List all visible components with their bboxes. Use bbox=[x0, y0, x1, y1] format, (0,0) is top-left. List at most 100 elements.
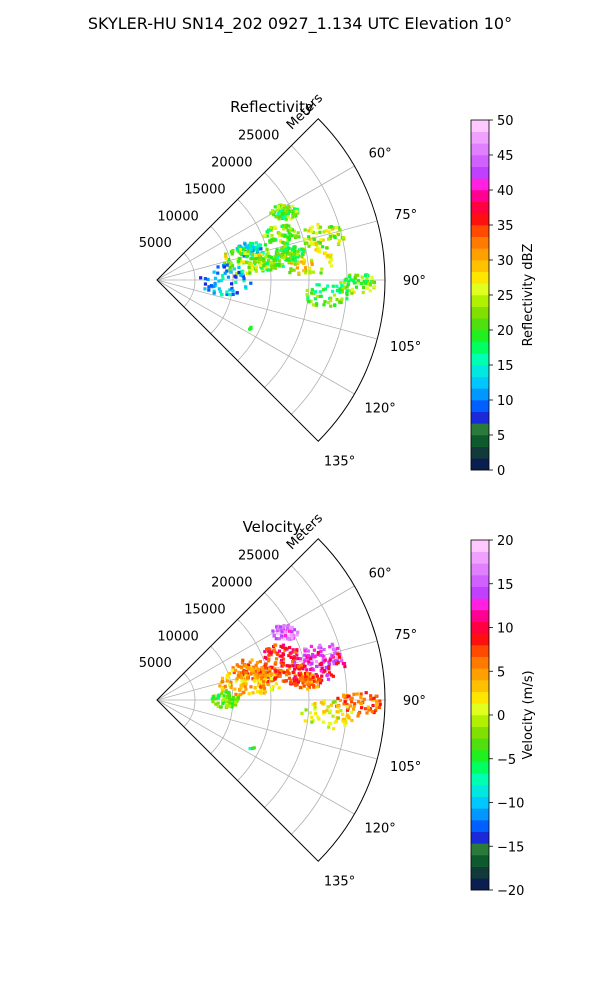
echo-pixel bbox=[321, 245, 325, 249]
echo-pixel bbox=[323, 669, 327, 673]
echo-pixel bbox=[303, 671, 308, 676]
echo-pixel bbox=[231, 666, 235, 670]
echo-pixel bbox=[293, 246, 297, 250]
echo-pixel bbox=[230, 668, 235, 672]
echo-pixel bbox=[290, 630, 294, 634]
echo-pixel bbox=[269, 226, 273, 230]
colorbar-swatch bbox=[471, 271, 489, 284]
echo-pixel bbox=[260, 667, 264, 671]
echo-pixel bbox=[228, 293, 232, 297]
echo-pixel bbox=[331, 727, 336, 731]
echo-pixel bbox=[239, 247, 243, 252]
echo-pixel bbox=[250, 252, 254, 256]
echo-pixel bbox=[226, 257, 231, 262]
echo-pixel bbox=[308, 677, 312, 681]
echo-pixel bbox=[345, 289, 349, 293]
echo-pixel bbox=[325, 708, 329, 712]
echo-pixel bbox=[244, 285, 248, 289]
echo-pixel bbox=[214, 697, 218, 701]
echo-pixel bbox=[265, 261, 269, 265]
echo-pixel bbox=[319, 701, 323, 705]
echo-pixel bbox=[220, 676, 225, 680]
echo-pixel bbox=[284, 646, 288, 650]
echo-pixel bbox=[356, 280, 361, 285]
echo-pixel bbox=[249, 672, 253, 676]
echo-pixel bbox=[240, 661, 245, 665]
echo-pixel bbox=[271, 684, 275, 689]
colorbar-tick-label: 15 bbox=[497, 578, 514, 593]
echo-pixel bbox=[286, 623, 290, 628]
echo-pixel bbox=[284, 251, 288, 255]
echo-pixel bbox=[269, 679, 273, 683]
echo-pixel bbox=[220, 293, 224, 297]
echo-pixel bbox=[295, 266, 300, 270]
echo-pixel bbox=[237, 664, 241, 669]
echo-pixel bbox=[296, 657, 300, 661]
echo-pixel bbox=[292, 628, 297, 632]
echo-pixel bbox=[211, 694, 215, 699]
echo-pixel bbox=[292, 682, 297, 686]
echo-pixel bbox=[310, 288, 314, 292]
echo-pixel bbox=[282, 253, 287, 258]
echo-pixel bbox=[251, 677, 255, 681]
echo-pixel bbox=[292, 268, 296, 272]
echo-pixel bbox=[291, 650, 295, 654]
echo-pixel bbox=[225, 269, 229, 273]
echo-cell bbox=[222, 247, 266, 276]
echo-pixel bbox=[216, 704, 220, 709]
echo-pixel bbox=[241, 658, 245, 662]
echo-pixel bbox=[240, 260, 244, 264]
echo-pixel bbox=[290, 234, 294, 238]
echo-cell bbox=[305, 283, 349, 308]
echo-pixel bbox=[328, 260, 332, 264]
echo-pixel bbox=[317, 247, 321, 251]
echo-pixel bbox=[277, 649, 282, 653]
echo-pixel bbox=[242, 249, 246, 253]
echo-pixel bbox=[250, 254, 254, 258]
echo-pixel bbox=[301, 667, 305, 671]
echo-pixel bbox=[363, 281, 368, 285]
echo-pixel bbox=[275, 652, 279, 656]
echo-pixel bbox=[305, 668, 309, 672]
echo-pixel bbox=[350, 710, 354, 714]
echo-pixel bbox=[357, 712, 361, 716]
echo-pixel bbox=[272, 673, 276, 677]
azimuth-tick-label: 120° bbox=[364, 402, 395, 417]
echo-pixel bbox=[339, 708, 343, 713]
azimuth-gridline bbox=[156, 279, 378, 340]
echo-pixel bbox=[282, 215, 286, 220]
echo-pixel bbox=[272, 258, 276, 263]
echo-pixel bbox=[322, 699, 326, 703]
echo-pixel bbox=[270, 233, 274, 238]
echo-pixel bbox=[228, 265, 232, 270]
echo-pixel bbox=[209, 284, 213, 288]
echo-pixel bbox=[341, 717, 346, 721]
colorbar-swatch bbox=[471, 680, 489, 692]
echo-pixel bbox=[244, 260, 248, 264]
echo-pixel bbox=[296, 260, 300, 264]
echo-pixel bbox=[240, 269, 244, 274]
echo-pixel bbox=[239, 692, 243, 697]
echo-pixel bbox=[242, 668, 246, 673]
echo-pixel bbox=[310, 242, 314, 246]
echo-pixel bbox=[269, 676, 274, 681]
echo-pixel bbox=[291, 670, 295, 674]
echo-pixel bbox=[246, 663, 251, 667]
echo-pixel bbox=[216, 271, 220, 275]
echo-pixel bbox=[299, 663, 303, 667]
echo-pixel bbox=[283, 245, 287, 249]
echo-pixel bbox=[263, 690, 267, 694]
echo-pixel bbox=[346, 283, 350, 287]
echo-pixel bbox=[257, 253, 261, 257]
echo-pixel bbox=[273, 225, 277, 229]
echo-pixel bbox=[329, 225, 333, 229]
azimuth-tick-label: 120° bbox=[364, 822, 395, 837]
echo-pixel bbox=[362, 285, 366, 289]
echo-pixel bbox=[331, 714, 335, 718]
echo-pixel bbox=[238, 688, 242, 692]
echo-pixel bbox=[350, 696, 354, 700]
echo-pixel bbox=[258, 671, 262, 675]
echo-pixel bbox=[367, 708, 371, 712]
echo-pixel bbox=[315, 283, 319, 287]
echo-cell bbox=[248, 325, 253, 331]
